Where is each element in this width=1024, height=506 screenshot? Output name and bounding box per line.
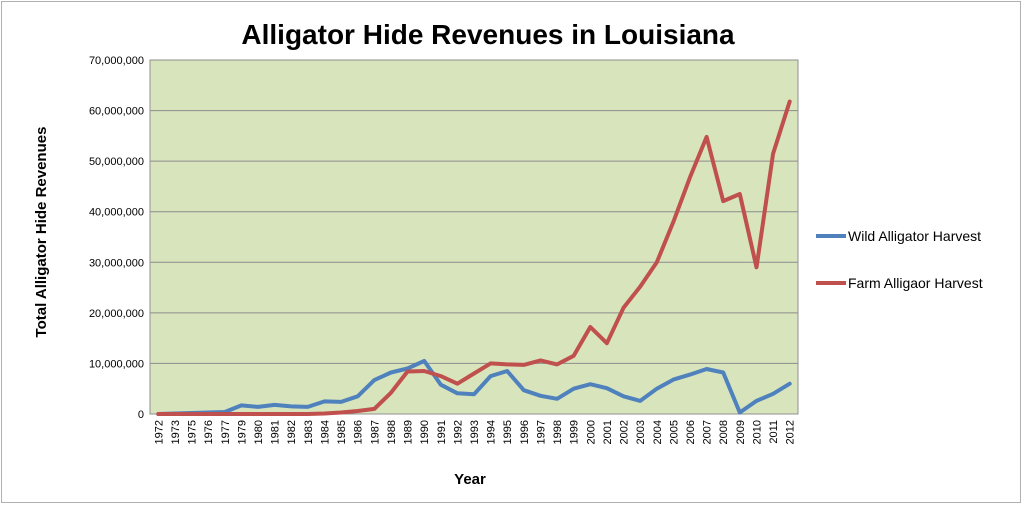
x-tick-label: 1983 bbox=[303, 420, 315, 444]
y-tick-label: 60,000,000 bbox=[89, 106, 144, 118]
y-tick-label: 50,000,000 bbox=[89, 156, 144, 168]
x-tick-label: 1988 bbox=[386, 420, 398, 444]
gridlines bbox=[150, 59, 798, 364]
x-tick-label: 1981 bbox=[270, 420, 282, 444]
x-tick-label: 2007 bbox=[702, 420, 714, 444]
chart-title: Alligator Hide Revenues in Louisiana bbox=[241, 19, 735, 50]
x-tick-label: 1986 bbox=[353, 420, 365, 444]
x-tick-label: 1991 bbox=[436, 420, 448, 444]
x-tick-label: 1977 bbox=[220, 420, 232, 444]
x-tick-label: 2003 bbox=[635, 420, 647, 444]
x-tick-label: 1992 bbox=[452, 420, 464, 444]
y-tick-label: 40,000,000 bbox=[89, 207, 144, 219]
x-tick-label: 1993 bbox=[469, 420, 481, 444]
x-tick-label: 1994 bbox=[486, 420, 498, 444]
x-tick-label: 1997 bbox=[535, 420, 547, 444]
legend-label: Farm Alligaor Harvest bbox=[848, 275, 983, 291]
x-tick-label: 2006 bbox=[685, 420, 697, 444]
x-tick-label: 1980 bbox=[253, 420, 265, 444]
legend-item-1: Farm Alligaor Harvest bbox=[816, 275, 983, 291]
x-tick-label: 2000 bbox=[585, 420, 597, 444]
x-tick-label: 1982 bbox=[286, 420, 298, 444]
x-tick-label: 1998 bbox=[552, 420, 564, 444]
legend-label: Wild Alligator Harvest bbox=[848, 228, 981, 244]
x-tick-label: 1990 bbox=[419, 420, 431, 444]
y-tick-label: 30,000,000 bbox=[89, 257, 144, 269]
y-tick-label: 20,000,000 bbox=[89, 308, 144, 320]
x-tick-label: 1999 bbox=[569, 420, 581, 444]
x-tick-label: 2012 bbox=[785, 420, 797, 444]
x-tick-label: 1973 bbox=[170, 420, 182, 444]
plot-area bbox=[149, 59, 799, 415]
x-tick-label: 1975 bbox=[187, 420, 199, 444]
x-tick-label: 2009 bbox=[735, 420, 747, 444]
x-tick-label: 1996 bbox=[519, 420, 531, 444]
x-axis-title: Year bbox=[454, 471, 486, 488]
x-tick-label: 1987 bbox=[369, 420, 381, 444]
x-tick-label: 1995 bbox=[502, 420, 514, 444]
series-line-1 bbox=[156, 99, 792, 416]
x-tick-label: 1985 bbox=[336, 420, 348, 444]
series-line-0 bbox=[156, 358, 792, 416]
x-tick-label: 1976 bbox=[203, 420, 215, 444]
x-tick-label: 2011 bbox=[768, 420, 780, 444]
y-axis-ticks: 0 10,000,000 20,000,000 30,000,000 40,000,00… bbox=[89, 55, 144, 421]
x-tick-label: 2005 bbox=[668, 420, 680, 444]
x-tick-label: 1979 bbox=[236, 420, 248, 444]
y-tick-label: 10,000,000 bbox=[89, 358, 144, 370]
x-tick-label: 2002 bbox=[619, 420, 631, 444]
y-tick-label: 70,000,000 bbox=[89, 55, 144, 67]
legend: Wild Alligator Harvest Farm Alligaor Harv… bbox=[816, 228, 983, 291]
x-tick-label: 2008 bbox=[718, 420, 730, 444]
x-tick-label: 2001 bbox=[602, 420, 614, 444]
x-tick-label: 1972 bbox=[153, 420, 165, 444]
y-axis-title: Total Alligator Hide Revenues bbox=[33, 127, 50, 338]
series-lines bbox=[156, 99, 792, 416]
x-tick-label: 1989 bbox=[403, 420, 415, 444]
x-axis-ticks: 1972 1973 1975 1976 1977 1979 1980 1981 1982 1983… bbox=[153, 420, 796, 444]
legend-item-0: Wild Alligator Harvest bbox=[816, 228, 981, 244]
x-tick-label: 1984 bbox=[319, 420, 331, 444]
y-tick-label: 0 bbox=[138, 409, 144, 421]
x-tick-label: 2004 bbox=[652, 420, 664, 444]
x-tick-label: 2010 bbox=[751, 420, 763, 444]
